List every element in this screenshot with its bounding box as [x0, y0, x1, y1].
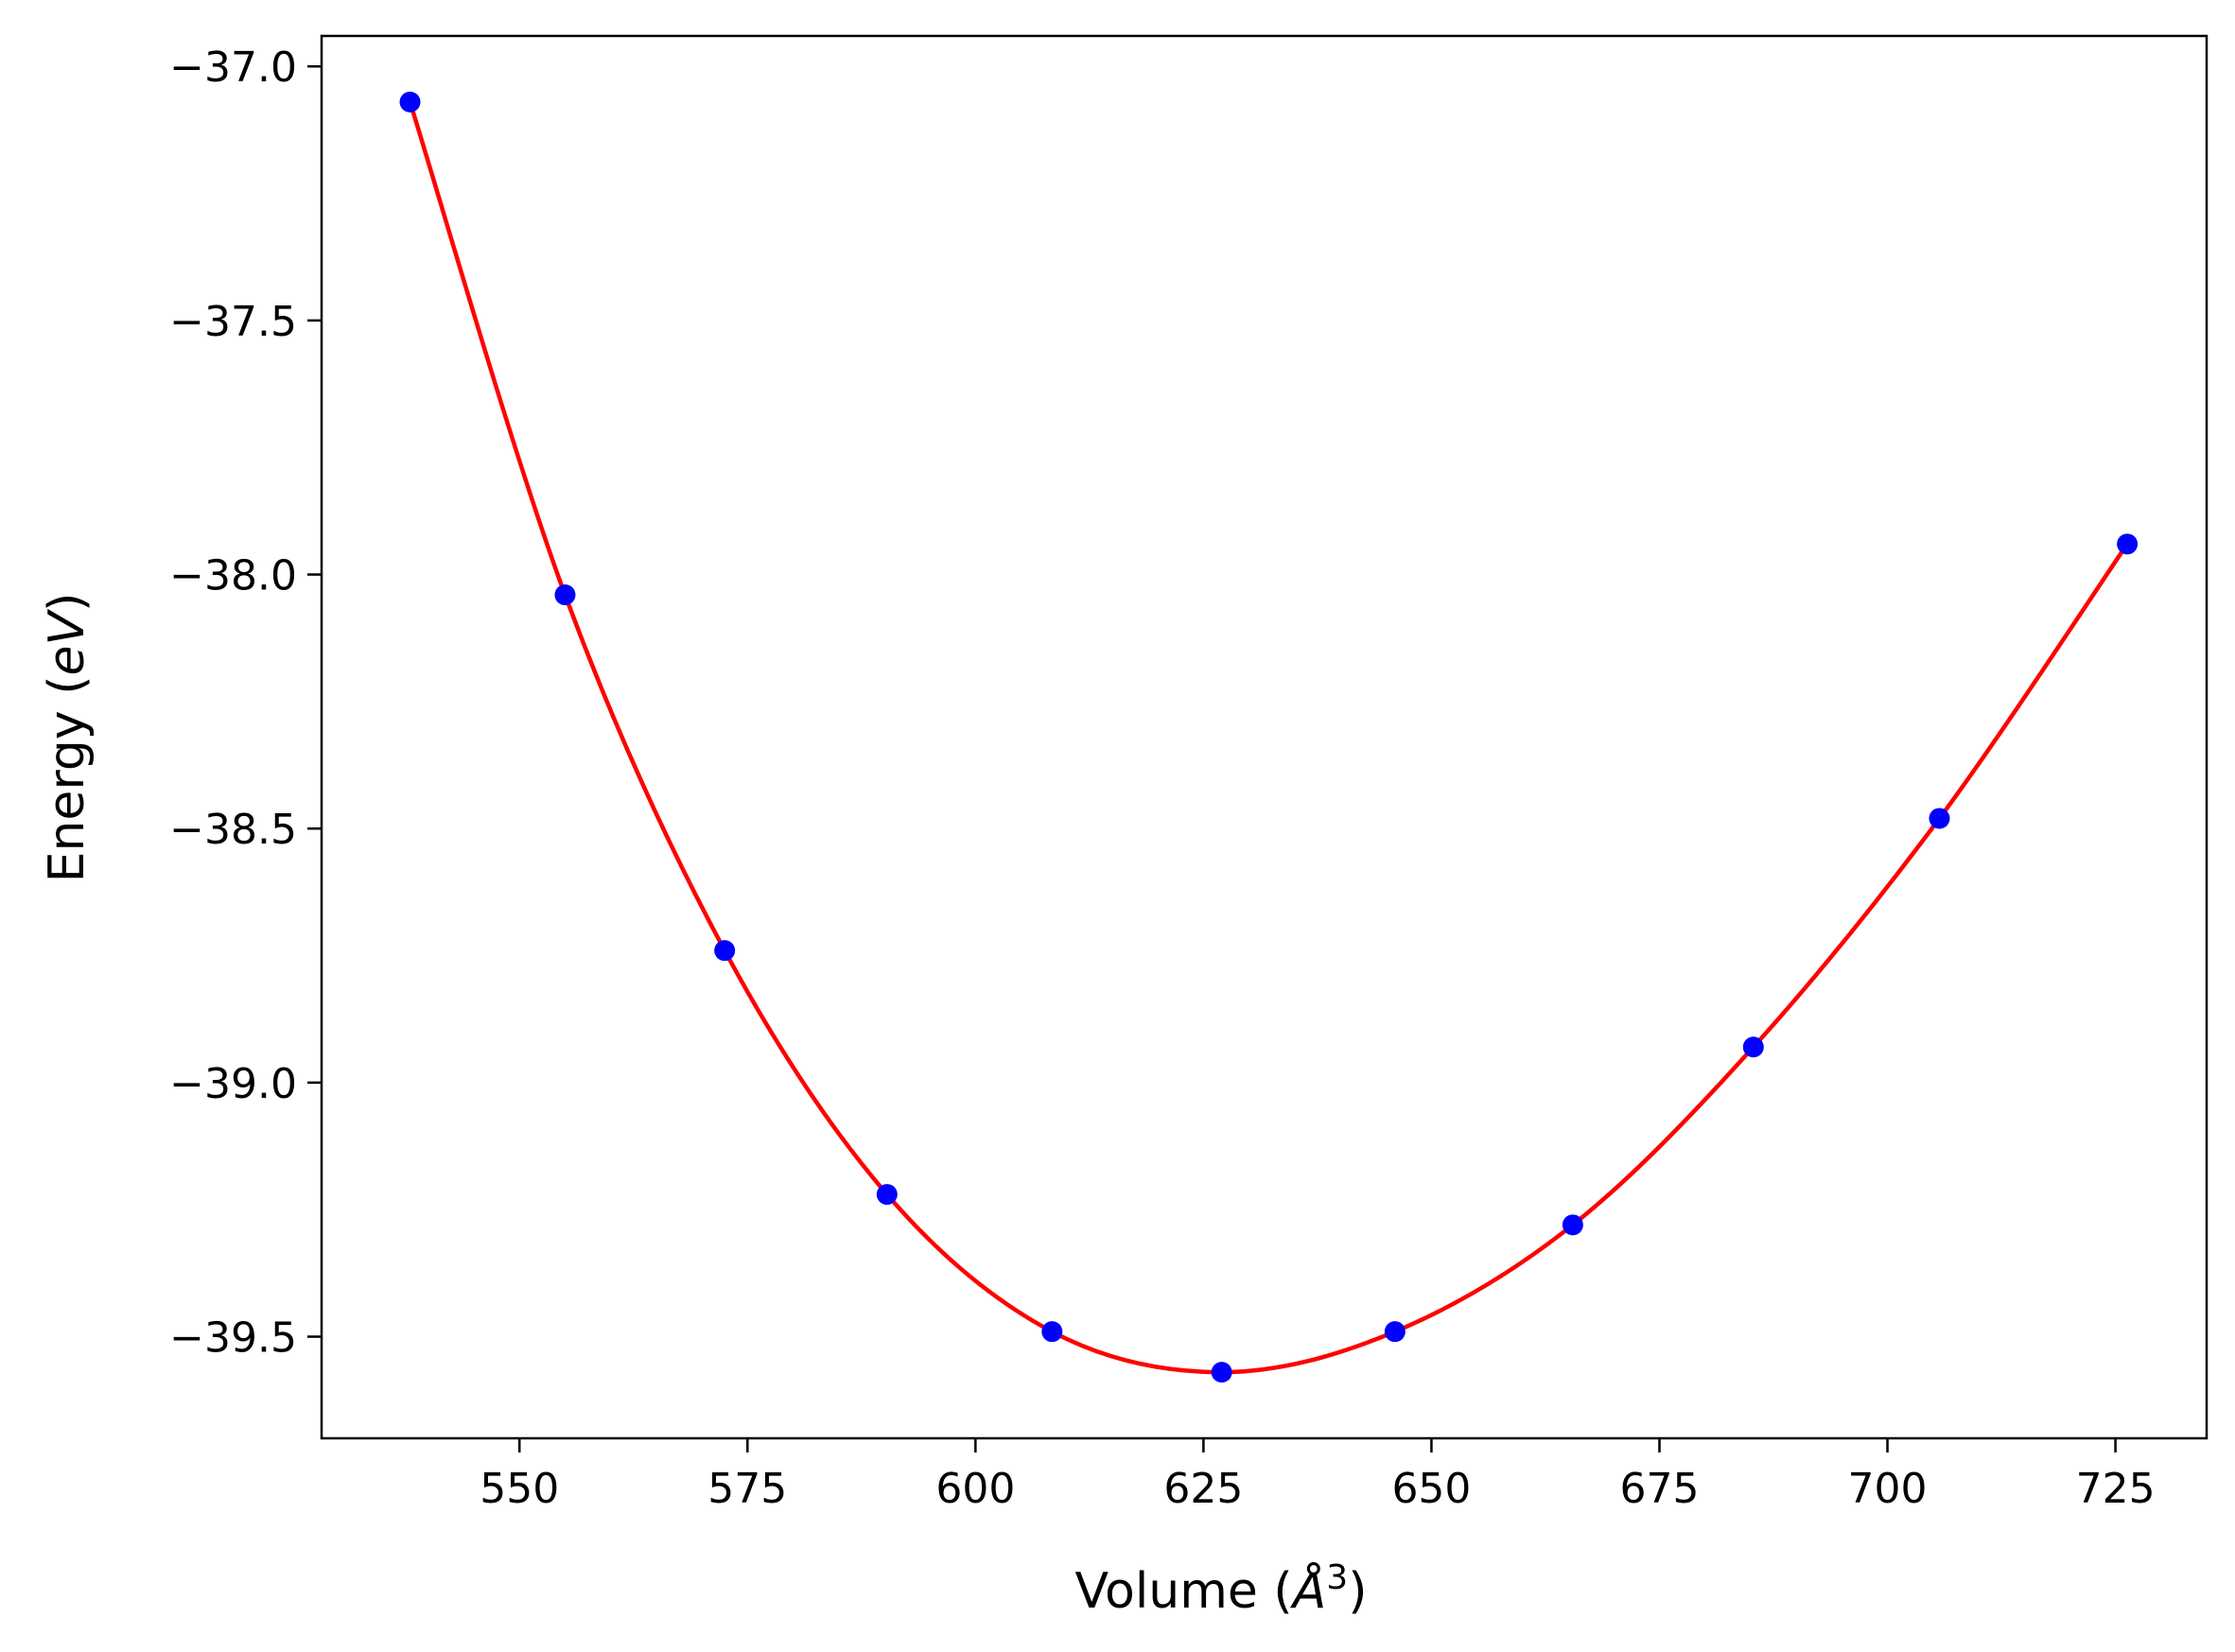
data-point	[1562, 1214, 1583, 1236]
data-point	[1041, 1321, 1063, 1343]
data-point	[399, 91, 421, 113]
x-tick-label: 650	[1391, 1465, 1471, 1513]
data-point	[554, 584, 576, 606]
data-point	[1211, 1362, 1232, 1383]
x-tick-label: 625	[1163, 1465, 1243, 1513]
data-point	[1742, 1036, 1764, 1058]
y-tick-label: −39.0	[169, 1060, 297, 1108]
x-axis-label: Volume (Å3)	[1075, 1558, 1368, 1621]
x-tick-label: 700	[1848, 1465, 1928, 1513]
y-tick-label: −39.5	[169, 1314, 297, 1363]
plot-area	[399, 91, 2139, 1383]
y-tick-label: −37.5	[169, 298, 297, 346]
data-point	[1384, 1321, 1406, 1343]
y-tick-label: −38.5	[169, 806, 297, 854]
y-axis: −37.0 −37.5 −38.0 −38.5 −39.0 −39.5	[169, 43, 322, 1363]
y-tick-label: −38.0	[169, 552, 297, 600]
x-tick-label: 600	[935, 1465, 1015, 1513]
x-tick-label: 725	[2076, 1465, 2156, 1513]
plot-frame	[320, 34, 2209, 1440]
x-tick-label: 575	[707, 1465, 787, 1513]
x-tick-label: 675	[1619, 1465, 1699, 1513]
data-point	[876, 1184, 898, 1206]
x-axis: 550 575 600 625 650 675 700 725	[480, 1438, 2156, 1513]
fit-curve	[408, 101, 2129, 1375]
data-point	[2117, 533, 2139, 555]
y-tick-label: −37.0	[169, 43, 297, 92]
data-point	[1929, 808, 1950, 829]
y-axis-label: Energy (eV)	[39, 593, 96, 883]
x-tick-label: 550	[480, 1465, 559, 1513]
data-point	[714, 940, 736, 962]
